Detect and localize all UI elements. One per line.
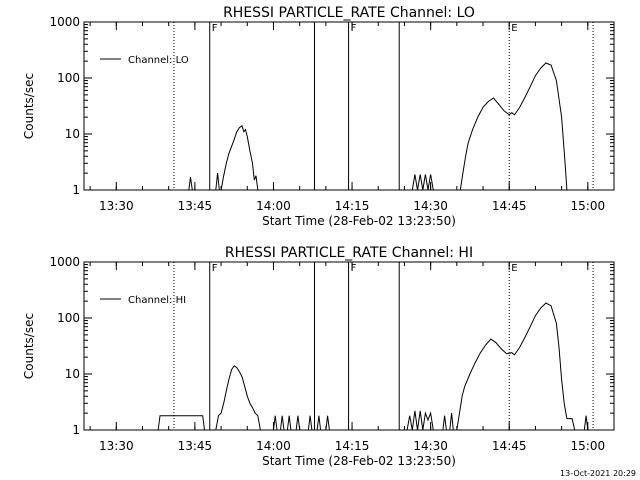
x-tick-label: 14:30 (413, 199, 448, 213)
series-line (215, 173, 220, 191)
event-marker-label: E (511, 23, 517, 34)
x-tick-label: 14:00 (256, 199, 291, 213)
x-tick-label: 14:45 (492, 439, 527, 453)
y-tick-label: 100 (57, 71, 80, 85)
series-line (442, 415, 447, 431)
series-line (456, 302, 576, 431)
x-tick-label: 14:30 (413, 439, 448, 453)
chart-panel-hi: RHESSI PARTICLE_RATE Channel: HI Start Ti… (22, 245, 615, 468)
x-tick-label: 13:45 (178, 199, 213, 213)
series-line (316, 415, 322, 431)
series-line (307, 415, 313, 431)
x-tick-label: 14:00 (256, 439, 291, 453)
y-tick-label: 10 (65, 367, 80, 381)
series-line (406, 410, 434, 431)
timestamp-stamp: 13-Oct-2021 20:29 (560, 469, 636, 478)
series-line (459, 62, 568, 191)
y-axis-label: Counts/sec (22, 73, 36, 139)
series-line (157, 415, 205, 431)
series-line (220, 124, 259, 191)
x-axis-label: Start Time (28-Feb-02 13:23:50) (262, 454, 456, 468)
x-tick-label: 15:00 (571, 439, 606, 453)
y-tick-label: 100 (57, 311, 80, 325)
series-line (280, 415, 285, 431)
series-line (583, 415, 589, 431)
x-tick-label: 15:00 (571, 199, 606, 213)
x-axis-label: Start Time (28-Feb-02 13:23:50) (262, 214, 456, 228)
chart-title: RHESSI PARTICLE_RATE Channel: HI (225, 245, 473, 261)
y-tick-label: 1000 (49, 255, 80, 269)
series-line (273, 415, 278, 431)
series-line (325, 415, 330, 431)
x-tick-label: 13:30 (99, 439, 134, 453)
series-line (295, 415, 301, 431)
y-axis-label: Counts/sec (22, 313, 36, 379)
x-tick-label: 13:30 (99, 199, 134, 213)
event-marker-label: F (351, 23, 357, 34)
series-line (215, 365, 261, 431)
event-marker-label: E (511, 263, 517, 274)
event-marker-label: F (212, 23, 218, 34)
chart-panel-lo: RHESSI PARTICLE_RATE Channel: LO Start Ti… (22, 5, 615, 228)
legend-label: Channel: LO (128, 55, 189, 66)
y-tick-label: 10 (65, 127, 80, 141)
y-tick-label: 1 (72, 183, 80, 197)
series-line (188, 177, 193, 191)
x-tick-label: 14:15 (335, 439, 370, 453)
x-tick-label: 13:45 (178, 439, 213, 453)
series-line (286, 415, 292, 431)
series-line (449, 413, 454, 431)
y-tick-label: 1000 (49, 15, 80, 29)
chart-title: RHESSI PARTICLE_RATE Channel: LO (223, 5, 475, 21)
event-marker-label: F (212, 263, 218, 274)
event-marker-label: F (351, 263, 357, 274)
series-line (411, 174, 434, 191)
legend-label: Channel: HI (128, 295, 186, 306)
y-tick-label: 1 (72, 423, 80, 437)
x-tick-label: 14:45 (492, 199, 527, 213)
x-tick-label: 14:15 (335, 199, 370, 213)
